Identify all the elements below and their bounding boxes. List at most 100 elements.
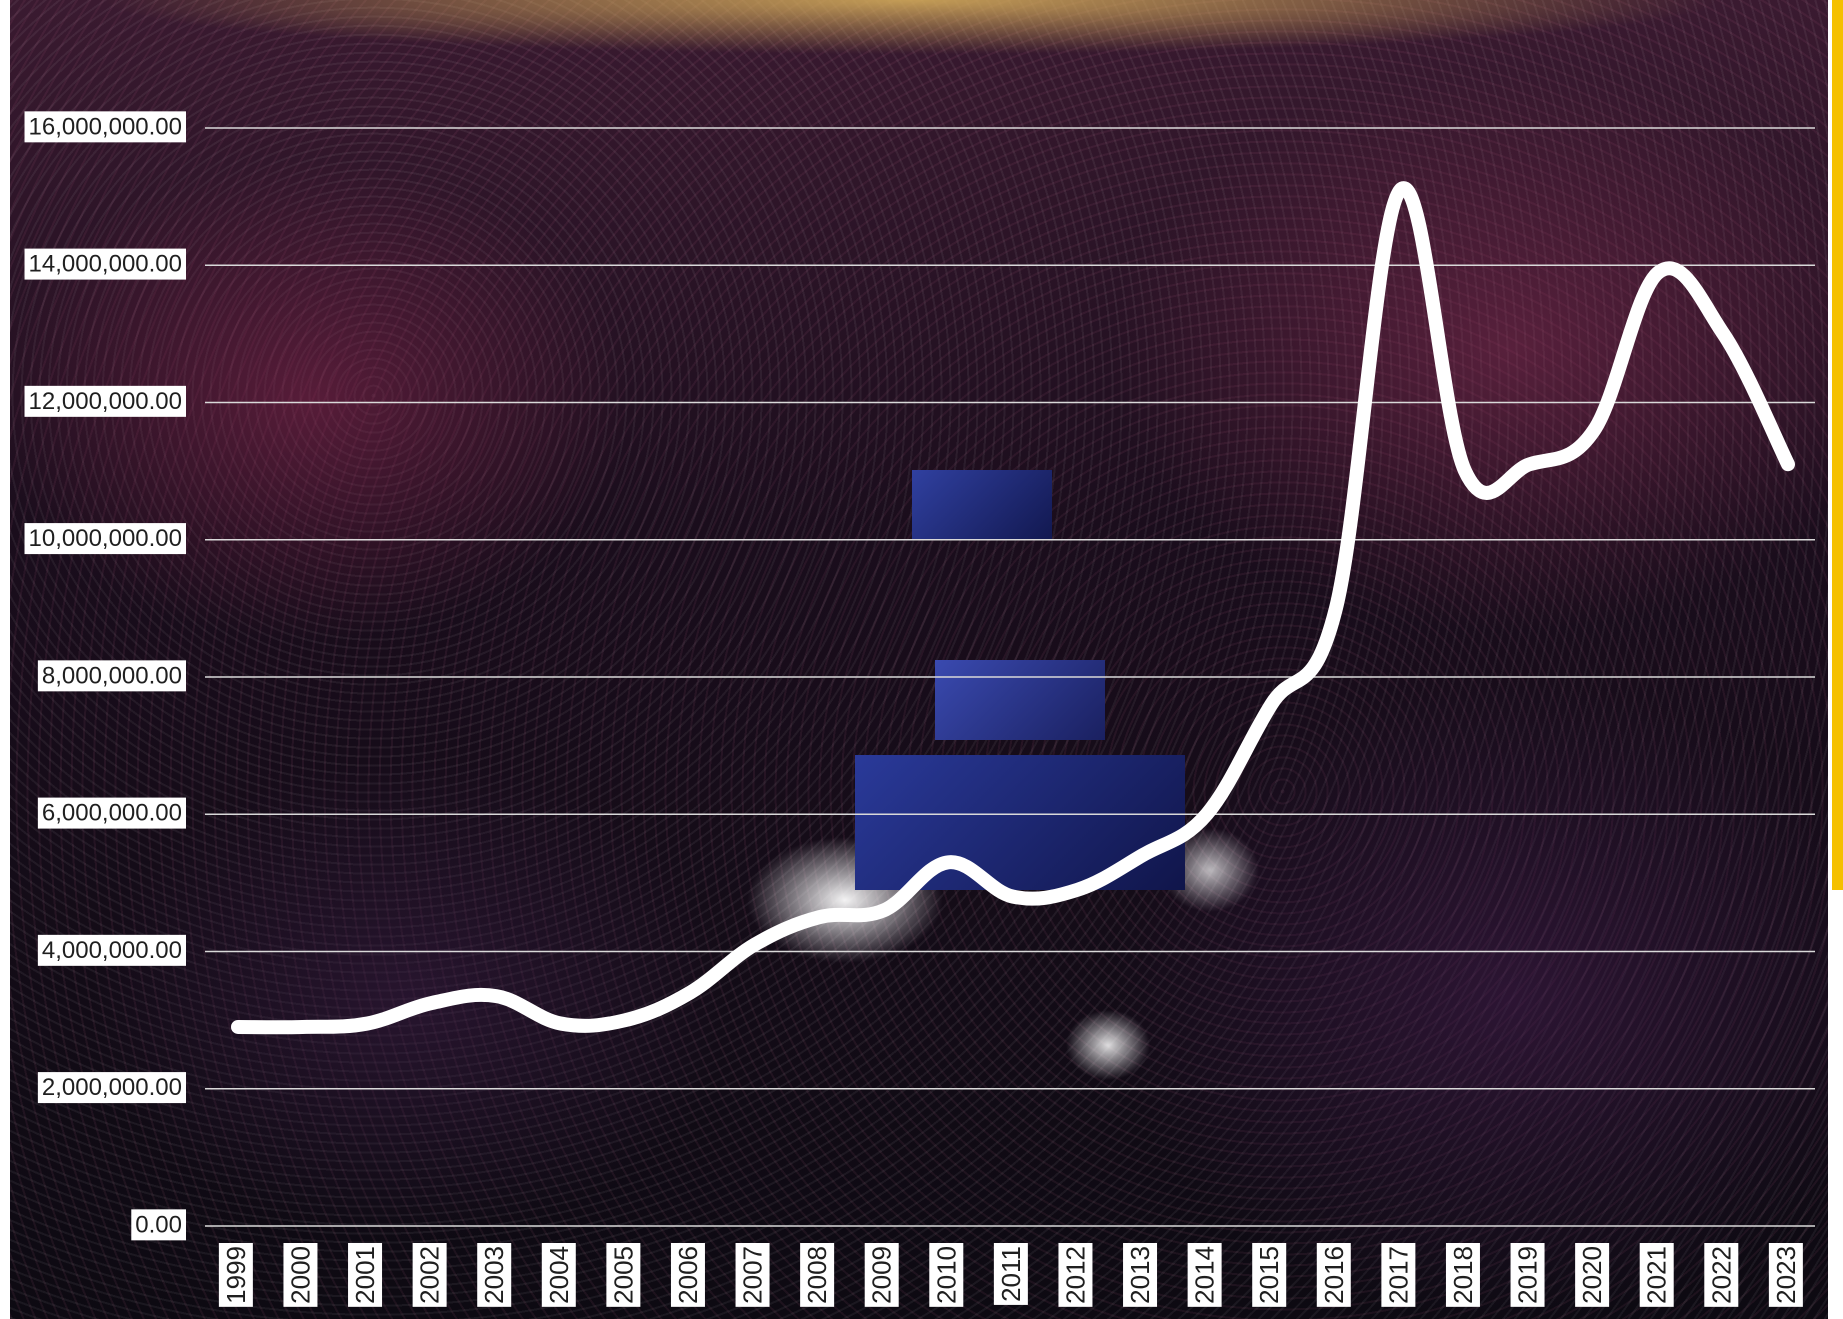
x-tick-label: 2012: [1060, 1246, 1090, 1304]
x-tick: 2013: [1123, 1243, 1158, 1307]
data-point: [560, 1023, 562, 1025]
x-tick-label-background: [541, 1243, 576, 1307]
data-point: [237, 1026, 239, 1028]
x-tick-label-background: [1316, 1243, 1351, 1307]
x-tick-label-background: [412, 1243, 447, 1307]
data-point: [625, 1019, 626, 1021]
y-tick-label: 12,000,000.00: [29, 388, 182, 415]
x-tick-label: 1999: [221, 1246, 251, 1304]
crowd-photo-background: [10, 0, 1828, 1319]
y-tick: 6,000,000.00: [37, 797, 186, 829]
x-tick-label: 2008: [802, 1246, 832, 1304]
y-tick: 12,000,000.00: [24, 385, 186, 417]
x-tick: 2007: [735, 1243, 770, 1307]
y-tick-label: 6,000,000.00: [42, 800, 182, 827]
x-tick-label: 2019: [1513, 1246, 1543, 1304]
x-tick: 2004: [541, 1243, 576, 1307]
x-tick-label-background: [929, 1243, 964, 1307]
x-tick: 1999: [218, 1243, 253, 1307]
y-tick-label-background: [37, 797, 186, 829]
x-tick: 2011: [993, 1243, 1028, 1305]
x-tick-label: 2011: [996, 1246, 1026, 1302]
x-tick: 2006: [670, 1243, 705, 1307]
x-tick: 2017: [1381, 1243, 1416, 1307]
data-point: [1593, 429, 1595, 431]
x-tick-label: 2004: [544, 1246, 574, 1304]
x-tick-label-background: [1445, 1243, 1480, 1307]
data-point: [1464, 470, 1466, 472]
x-tick-label: 2007: [738, 1246, 768, 1304]
x-tick-label-background: [1510, 1243, 1545, 1307]
x-tick-label: 2021: [1642, 1246, 1672, 1304]
x-tick-label-background: [1575, 1243, 1610, 1307]
x-tick: 2008: [800, 1243, 835, 1307]
x-tick-label-background: [1639, 1243, 1674, 1307]
data-point: [689, 992, 691, 994]
x-tick-label-background: [800, 1243, 835, 1307]
series-line: [231, 181, 1795, 1035]
x-tick-label: 2005: [608, 1246, 638, 1304]
x-tick-label-background: [283, 1243, 318, 1307]
x-tick-label: 2015: [1254, 1246, 1284, 1304]
x-tick: 2018: [1445, 1243, 1480, 1307]
data-point: [1141, 854, 1143, 856]
x-tick: 2014: [1187, 1243, 1222, 1307]
x-tick-label: 2022: [1706, 1246, 1736, 1304]
y-tick: 0.00: [131, 1209, 186, 1241]
x-tick: 2010: [929, 1243, 964, 1307]
x-tick: 2019: [1510, 1243, 1545, 1307]
data-point: [1335, 607, 1337, 609]
y-tick-label: 4,000,000.00: [42, 937, 182, 964]
x-tick-label: 2003: [479, 1246, 509, 1304]
data-point: [302, 1026, 304, 1028]
x-tick-label: 2006: [673, 1246, 703, 1304]
y-tick-label: 8,000,000.00: [42, 662, 182, 689]
x-tick-label: 2016: [1319, 1246, 1349, 1304]
y-tick-label-background: [24, 248, 186, 280]
data-point: [1206, 813, 1208, 815]
x-tick-label-background: [1704, 1243, 1739, 1307]
x-tick-label: 2018: [1448, 1246, 1478, 1304]
data-point: [947, 861, 949, 863]
x-tick-label-background: [1381, 1243, 1416, 1307]
y-tick: 14,000,000.00: [24, 248, 186, 280]
x-tick: 2001: [348, 1243, 383, 1307]
data-point: [431, 1002, 433, 1004]
data-point: [495, 995, 497, 997]
x-tick-label-background: [1187, 1243, 1222, 1307]
x-tick: 2009: [864, 1243, 899, 1307]
stage-roof: [935, 660, 1105, 740]
x-tick: 2000: [283, 1243, 318, 1307]
y-tick: 8,000,000.00: [37, 660, 186, 692]
x-tick: 2020: [1575, 1243, 1610, 1307]
data-point: [1400, 189, 1401, 191]
accent-bar: [1832, 0, 1843, 890]
data-point: [366, 1023, 368, 1025]
x-tick: 2003: [477, 1243, 512, 1307]
x-tick-label: 2001: [350, 1246, 380, 1304]
y-tick-label-background: [37, 1072, 186, 1104]
x-tick: 2023: [1768, 1243, 1803, 1307]
data-point: [1077, 889, 1079, 891]
x-tick-label-background: [1058, 1243, 1093, 1307]
x-tick-label: 2000: [285, 1246, 315, 1304]
x-axis-tick-labels: 1999 2000 2001 2002 2003 2004 2005 2006 2007 2008…: [218, 1243, 1803, 1307]
y-tick: 10,000,000.00: [24, 523, 186, 555]
x-tick-label-background: [1252, 1243, 1287, 1307]
x-tick: 2021: [1639, 1243, 1674, 1307]
x-tick-label: 2020: [1577, 1246, 1607, 1304]
x-tick-label-background: [606, 1243, 641, 1307]
y-tick: 16,000,000.00: [24, 111, 186, 143]
y-tick-label-background: [131, 1209, 186, 1241]
y-tick-label: 0.00: [135, 1211, 182, 1238]
y-tick-label: 14,000,000.00: [29, 251, 182, 278]
y-axis-tick-labels: 0.00 2,000,000.00 4,000,000.00 6,000,000.00…: [24, 111, 186, 1241]
x-tick-label: 2002: [415, 1246, 445, 1304]
data-point: [1529, 463, 1531, 465]
data-point: [818, 916, 820, 918]
x-tick-label-background: [1768, 1243, 1803, 1307]
y-tick-label: 10,000,000.00: [29, 525, 182, 552]
x-tick-label-background: [348, 1243, 383, 1307]
x-tick-label-background: [735, 1243, 770, 1307]
